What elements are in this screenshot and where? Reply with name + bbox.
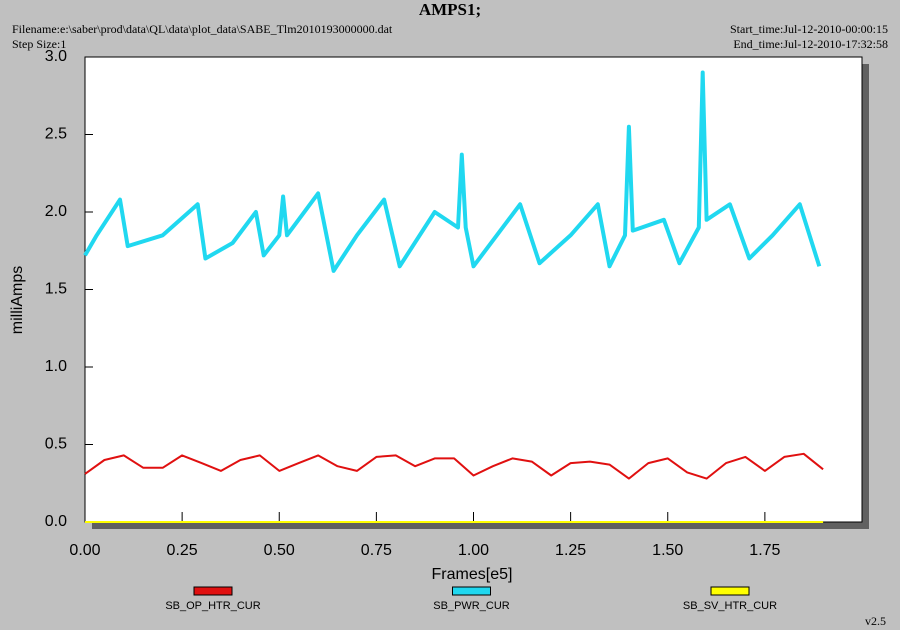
end-time: End_time:Jul-12-2010-17:32:58 xyxy=(733,37,888,51)
step-size: Step Size:1 xyxy=(12,37,66,51)
legend-swatch xyxy=(710,586,750,596)
y-tick-label: 2.5 xyxy=(45,126,67,143)
version: v2.5 xyxy=(865,614,886,628)
x-tick-label: 0.50 xyxy=(264,542,295,559)
plot-area xyxy=(84,56,863,523)
y-tick-label: 1.5 xyxy=(45,281,67,298)
x-axis-label: Frames[e5] xyxy=(432,566,513,583)
legend-label: SB_PWR_CUR xyxy=(433,600,509,612)
legend-swatch xyxy=(193,586,233,596)
filename: Filename:e:\saber\prod\data\QL\data\plot… xyxy=(12,22,393,36)
x-tick-label: 0.25 xyxy=(167,542,198,559)
x-tick-label: 1.00 xyxy=(458,542,489,559)
x-tick-label: 0.00 xyxy=(69,542,100,559)
x-tick-label: 1.25 xyxy=(555,542,586,559)
x-tick-label: 1.75 xyxy=(749,542,780,559)
legend-label: SB_SV_HTR_CUR xyxy=(683,600,777,612)
x-tick-label: 0.75 xyxy=(361,542,392,559)
y-axis-label: milliAmps xyxy=(9,266,26,334)
y-tick-label: 1.0 xyxy=(45,358,67,375)
y-tick-label: 2.0 xyxy=(45,203,67,220)
series-line xyxy=(83,70,822,273)
x-tick-label: 1.50 xyxy=(652,542,683,559)
start-time: Start_time:Jul-12-2010-00:00:15 xyxy=(730,22,888,36)
legend-label: SB_OP_HTR_CUR xyxy=(165,600,260,612)
y-tick-label: 0.5 xyxy=(45,436,67,453)
y-tick-label: 0.0 xyxy=(45,513,67,530)
chart-title: AMPS1; xyxy=(419,0,481,19)
y-tick-label: 3.0 xyxy=(45,48,67,65)
legend-swatch xyxy=(452,586,491,596)
series-line xyxy=(84,452,824,480)
